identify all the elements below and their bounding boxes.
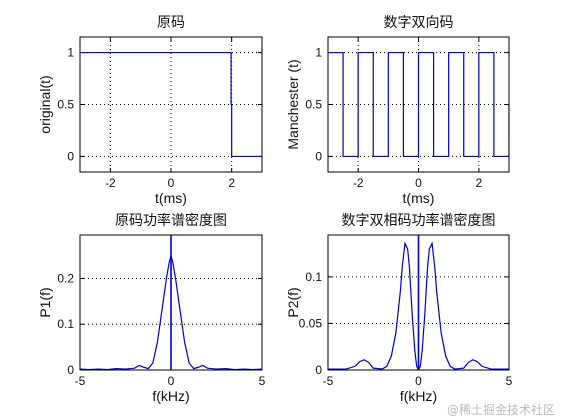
axes-frame <box>327 36 510 173</box>
x-tick-label: 0 <box>415 374 422 388</box>
axes-frame <box>79 36 263 173</box>
y-axis-label: original(t) <box>37 75 53 133</box>
axes-frame <box>79 234 263 371</box>
y-tick-label: 0.5 <box>305 98 322 112</box>
y-tick-label: 1 <box>315 46 322 60</box>
watermark-text: @稀土掘金技术社区 <box>446 403 555 417</box>
x-tick-label: 5 <box>506 374 513 388</box>
x-axis-label: t(ms) <box>155 190 187 206</box>
x-tick-label: -5 <box>323 374 334 388</box>
y-tick-label: 0.05 <box>299 316 323 330</box>
y-tick-label: 0 <box>315 149 322 163</box>
y-tick-label: 0.5 <box>57 98 74 112</box>
y-axis-label: P2(f) <box>285 287 301 317</box>
y-axis-label: P1(f) <box>37 287 53 317</box>
y-tick-label: 0.1 <box>305 270 322 284</box>
y-tick-label: 0.2 <box>57 271 74 285</box>
series-line-1 <box>328 51 509 158</box>
x-tick-label: 2 <box>475 176 482 190</box>
chart-title: 原码 <box>157 14 185 30</box>
series-line-1 <box>328 241 509 370</box>
y-tick-label: 0 <box>67 363 74 377</box>
y-axis-label: Manchester (t) <box>285 59 301 149</box>
x-tick-label: -5 <box>75 374 86 388</box>
x-tick-label: -2 <box>105 176 116 190</box>
chart-title: 原码功率谱密度图 <box>115 212 227 228</box>
x-tick-label: 0 <box>168 176 175 190</box>
series-line-1 <box>80 51 262 158</box>
x-tick-label: -2 <box>353 176 364 190</box>
chart-title: 数字双相码功率谱密度图 <box>342 212 496 228</box>
x-axis-label: f(kHz) <box>152 388 189 404</box>
y-tick-label: 0.1 <box>57 317 74 331</box>
chart-panel-1: -2 0 2 0 0.5 1 原码 t(ms) original(t) <box>37 14 263 206</box>
x-tick-label: 5 <box>259 374 266 388</box>
y-tick-label: 1 <box>67 46 74 60</box>
axes-frame <box>327 234 510 371</box>
x-axis-label: t(ms) <box>403 190 435 206</box>
y-tick-label: 0 <box>315 363 322 377</box>
x-axis-label: f(kHz) <box>400 388 437 404</box>
chart-title: 数字双向码 <box>384 14 454 30</box>
x-tick-label: 2 <box>228 176 235 190</box>
x-tick-label: 0 <box>168 374 175 388</box>
chart-panel-2: -2 0 2 0 0.5 1 数字双向码 t(ms) Manchester (t) <box>285 14 510 206</box>
x-tick-label: 0 <box>415 176 422 190</box>
y-tick-label: 0 <box>67 149 74 163</box>
